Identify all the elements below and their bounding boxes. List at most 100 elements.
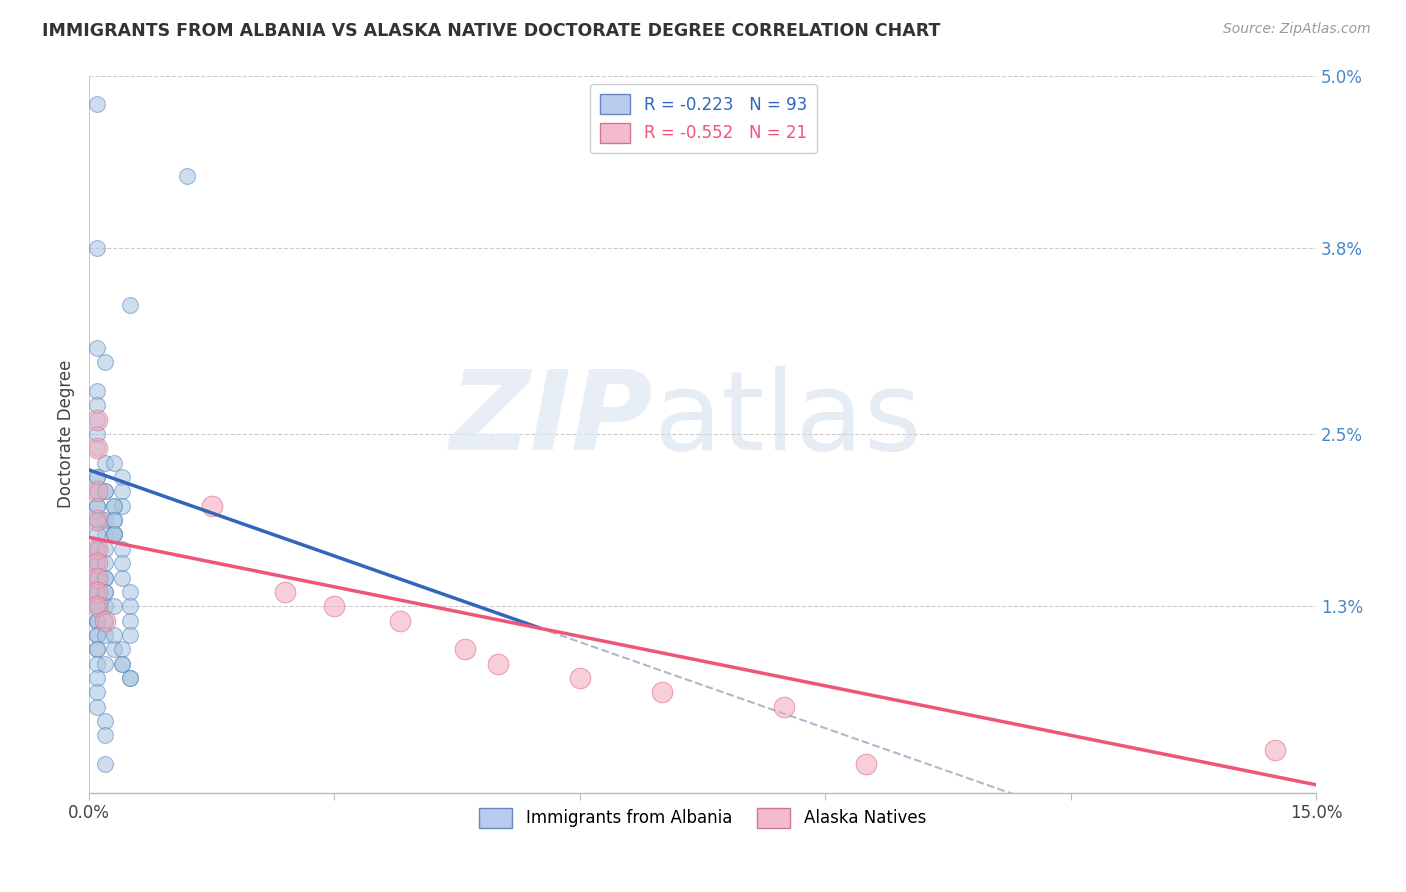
Point [111, 657, 134, 671]
Point [94, 585, 117, 599]
Point [86, 556, 108, 570]
Point [86, 484, 108, 499]
Point [86, 484, 108, 499]
Point [94, 484, 117, 499]
Point [103, 527, 125, 541]
Point [86, 97, 108, 112]
Y-axis label: Doctorate Degree: Doctorate Degree [58, 359, 75, 508]
Point [103, 499, 125, 513]
Point [86, 513, 108, 527]
Point [111, 657, 134, 671]
Point [86, 341, 108, 355]
Point [86, 570, 108, 584]
Point [86, 585, 108, 599]
Text: atlas: atlas [654, 367, 922, 474]
Point [86, 685, 108, 699]
Point [86, 570, 108, 584]
Point [94, 513, 117, 527]
Point [86, 599, 108, 614]
Point [111, 484, 134, 499]
Point [103, 456, 125, 470]
Point [118, 298, 141, 312]
Point [103, 642, 125, 657]
Point [86, 442, 108, 456]
Point [274, 585, 297, 599]
Point [118, 671, 141, 685]
Point [103, 513, 125, 527]
Point [388, 614, 411, 628]
Point [94, 585, 117, 599]
Point [103, 527, 125, 541]
Point [86, 614, 108, 628]
Point [94, 456, 117, 470]
Point [486, 657, 509, 671]
Point [86, 599, 108, 614]
Point [103, 513, 125, 527]
Point [86, 671, 108, 685]
Point [94, 614, 117, 628]
Point [94, 355, 117, 369]
Text: ZIP: ZIP [450, 367, 654, 474]
Point [86, 585, 108, 599]
Text: Source: ZipAtlas.com: Source: ZipAtlas.com [1223, 22, 1371, 37]
Point [86, 241, 108, 255]
Point [111, 642, 134, 657]
Point [454, 642, 477, 657]
Point [1264, 742, 1286, 756]
Point [86, 527, 108, 541]
Point [111, 556, 134, 570]
Point [94, 614, 117, 628]
Point [86, 413, 108, 427]
Point [103, 628, 125, 642]
Point [86, 614, 108, 628]
Point [86, 513, 108, 527]
Point [651, 685, 673, 699]
Point [94, 570, 117, 584]
Point [176, 169, 198, 183]
Point [323, 599, 346, 614]
Point [86, 642, 108, 657]
Point [111, 570, 134, 584]
Point [86, 470, 108, 484]
Legend: Immigrants from Albania, Alaska Natives: Immigrants from Albania, Alaska Natives [472, 801, 932, 835]
Point [86, 513, 108, 527]
Point [86, 499, 108, 513]
Point [86, 541, 108, 556]
Point [94, 556, 117, 570]
Point [86, 570, 108, 584]
Point [86, 556, 108, 570]
Point [855, 756, 877, 771]
Point [111, 541, 134, 556]
Point [86, 642, 108, 657]
Point [86, 427, 108, 442]
Point [86, 541, 108, 556]
Point [94, 756, 117, 771]
Point [103, 527, 125, 541]
Point [94, 728, 117, 742]
Point [111, 470, 134, 484]
Point [118, 614, 141, 628]
Point [86, 599, 108, 614]
Point [86, 585, 108, 599]
Point [86, 442, 108, 456]
Point [86, 570, 108, 584]
Point [86, 541, 108, 556]
Point [86, 599, 108, 614]
Point [86, 599, 108, 614]
Text: IMMIGRANTS FROM ALBANIA VS ALASKA NATIVE DOCTORATE DEGREE CORRELATION CHART: IMMIGRANTS FROM ALBANIA VS ALASKA NATIVE… [42, 22, 941, 40]
Point [94, 714, 117, 728]
Point [118, 599, 141, 614]
Point [94, 614, 117, 628]
Point [86, 628, 108, 642]
Point [86, 499, 108, 513]
Point [118, 628, 141, 642]
Point [773, 699, 796, 714]
Point [94, 570, 117, 584]
Point [94, 599, 117, 614]
Point [94, 527, 117, 541]
Point [103, 499, 125, 513]
Point [118, 585, 141, 599]
Point [86, 556, 108, 570]
Point [568, 671, 591, 685]
Point [86, 657, 108, 671]
